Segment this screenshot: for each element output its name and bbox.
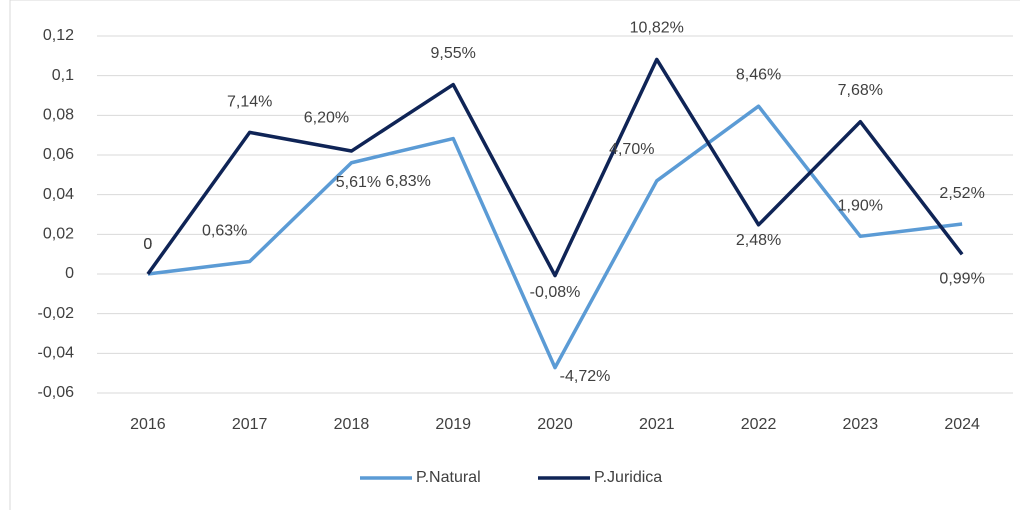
series-line <box>147 104 963 370</box>
data-label: 2,48% <box>736 232 781 249</box>
x-tick-label: 2021 <box>639 416 675 433</box>
data-label: 2,52% <box>939 185 984 202</box>
y-tick-label: -0,06 <box>38 384 75 401</box>
data-label: 1,90% <box>838 198 883 215</box>
y-tick-label: -0,02 <box>38 305 75 322</box>
legend-label: P.Natural <box>416 469 481 486</box>
y-tick-label: 0,04 <box>43 186 74 203</box>
data-label: 7,14% <box>227 94 272 111</box>
data-label: 0 <box>143 236 152 253</box>
data-label: -4,72% <box>560 368 611 385</box>
x-tick-label: 2018 <box>334 416 370 433</box>
data-label: 6,20% <box>304 109 349 126</box>
x-tick-label: 2019 <box>435 416 471 433</box>
data-label: 0,63% <box>202 223 247 240</box>
data-label: 9,55% <box>431 45 476 62</box>
y-tick-label: 0,12 <box>43 27 74 44</box>
x-tick-label: 2022 <box>741 416 777 433</box>
data-label: 10,82% <box>630 20 684 37</box>
x-tick-label: 2023 <box>843 416 879 433</box>
data-label: 4,70% <box>609 141 654 158</box>
x-tick-label: 2017 <box>232 416 268 433</box>
series-line <box>146 57 964 278</box>
x-tick-label: 2016 <box>130 416 166 433</box>
y-tick-label: 0,1 <box>52 67 74 84</box>
y-tick-label: 0,08 <box>43 107 74 124</box>
y-tick-label: 0 <box>65 265 74 282</box>
data-label: 0,99% <box>939 271 984 288</box>
y-tick-label: 0,06 <box>43 146 74 163</box>
data-label: 0 <box>143 236 152 253</box>
y-tick-label: -0,04 <box>38 345 75 362</box>
y-tick-label: 0,02 <box>43 226 74 243</box>
data-label: -0,08% <box>530 284 581 301</box>
data-label: 8,46% <box>736 66 781 83</box>
legend-label: P.Juridica <box>594 469 662 486</box>
data-label: 6,83% <box>386 173 431 190</box>
chart-border <box>9 0 1020 510</box>
data-label: 5,61% <box>336 174 381 191</box>
x-tick-label: 2024 <box>944 416 980 433</box>
x-tick-label: 2020 <box>537 416 573 433</box>
data-label: 7,68% <box>838 82 883 99</box>
